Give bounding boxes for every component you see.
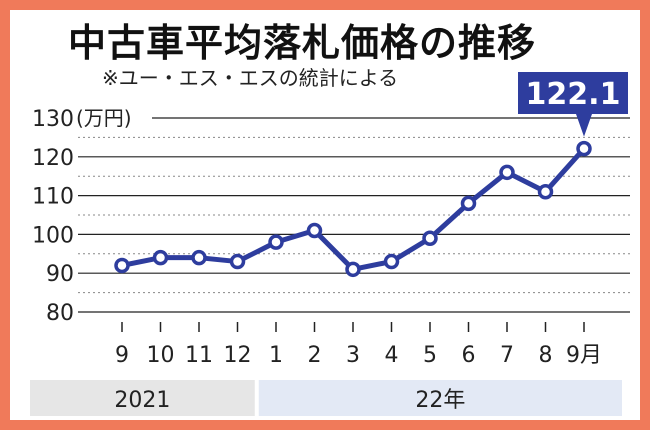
data-point	[152, 249, 169, 266]
x-tick-label: 5	[423, 343, 437, 368]
year-band	[30, 380, 255, 416]
x-tick-label: 1	[269, 343, 283, 368]
chart-title: 中古車平均落札価格の推移	[68, 21, 537, 65]
x-tick-label: 9月	[566, 343, 602, 368]
data-point	[114, 257, 130, 274]
x-tick-label: 11	[185, 343, 213, 368]
data-point	[576, 140, 592, 157]
x-tick-label: 3	[346, 343, 360, 368]
data-point	[191, 249, 207, 266]
data-point	[460, 195, 477, 212]
y-tick-label: 80	[46, 301, 74, 326]
chart-card: 中古車平均落札価格の推移 ※ユー・エス・エスの統計による 80 90 100 110 1…	[10, 10, 640, 420]
year-band-label: 2021	[114, 388, 170, 413]
y-tick-label: 120	[32, 146, 74, 171]
data-point	[268, 234, 284, 250]
y-tick-label: 110	[32, 185, 74, 210]
y-tick-label: 100	[32, 223, 74, 248]
x-tick-label: 4	[385, 343, 399, 368]
y-tick-label: 130	[32, 107, 74, 132]
x-tick-label: 7	[500, 343, 514, 368]
source-note: ※ユー・エス・エスの統計による	[102, 66, 399, 90]
year-band	[258, 380, 622, 416]
callout-label: 122.1	[526, 77, 621, 112]
y-tick-label: 90	[46, 262, 74, 287]
data-point	[229, 253, 246, 270]
x-tick-label: 10	[147, 343, 175, 368]
callout-box	[518, 72, 628, 137]
data-point	[345, 261, 361, 278]
x-tick-label: 6	[462, 343, 476, 368]
series-line	[119, 146, 587, 272]
data-point	[306, 222, 323, 239]
x-tick-label: 8	[539, 343, 553, 368]
year-band-label: 22年	[415, 388, 465, 413]
data-point	[383, 253, 400, 270]
x-tick-label: 12	[224, 343, 252, 368]
data-point	[499, 164, 515, 181]
data-point	[422, 230, 438, 247]
y-unit-label: (万円)	[76, 106, 132, 130]
x-tick-label: 9	[115, 343, 129, 368]
data-point	[537, 183, 554, 200]
x-tick-label: 2	[308, 343, 322, 368]
